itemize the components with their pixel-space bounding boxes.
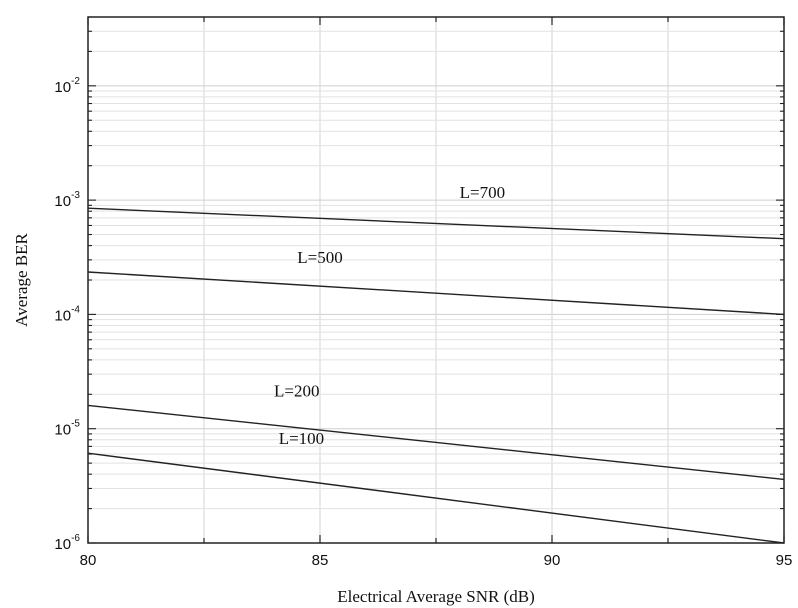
x-axis-title: Electrical Average SNR (dB) <box>337 587 534 606</box>
series-labels: L=700 L=500 L=200 L=100 <box>274 183 505 448</box>
series-line-l-700 <box>87 207 785 240</box>
plot-frame <box>87 16 785 544</box>
series-lines <box>87 207 785 544</box>
series-line-l-200 <box>87 404 785 481</box>
y-tick-label: 10-5 <box>54 419 80 439</box>
x-tick-label: 90 <box>544 552 561 569</box>
y-tick-label: 10-3 <box>54 190 80 210</box>
x-tick-labels: 80 85 90 95 <box>80 552 793 569</box>
y-tick-label: 10-6 <box>54 533 80 553</box>
series-label: L=700 <box>460 183 505 202</box>
series-label: L=200 <box>274 381 319 400</box>
series-label: L=100 <box>279 429 324 448</box>
grid <box>88 17 784 543</box>
y-tick-label: 10-2 <box>54 76 80 96</box>
x-tick-label: 85 <box>312 552 329 569</box>
x-tick-label: 95 <box>776 552 793 569</box>
series-label: L=500 <box>297 248 342 267</box>
series-line-l-500 <box>87 271 785 316</box>
y-tick-labels: 10-6 10-5 10-4 10-3 10-2 <box>54 76 80 553</box>
y-axis-title: Average BER <box>12 233 31 327</box>
series-line-l-100 <box>87 452 785 544</box>
y-tick-label: 10-4 <box>54 304 80 324</box>
x-tick-label: 80 <box>80 552 97 569</box>
